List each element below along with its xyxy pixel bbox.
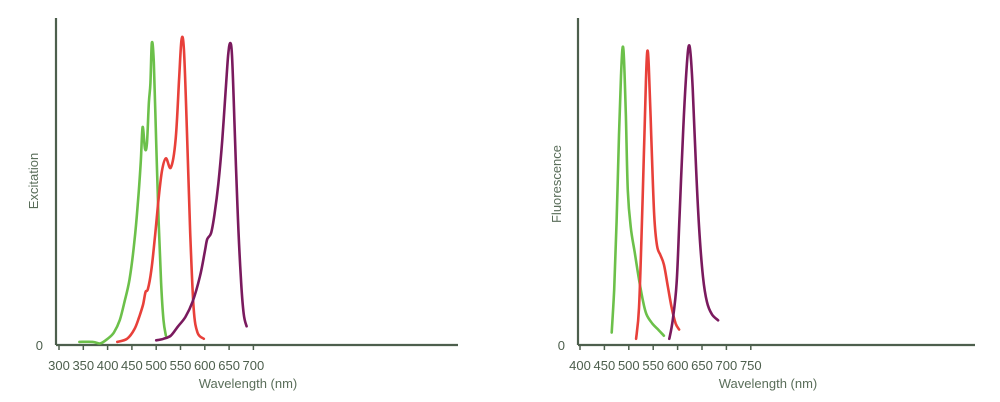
fluorescence-x-tick-label-750: 750 [740, 358, 762, 373]
excitation-x-tick-label-700: 700 [243, 358, 265, 373]
excitation-x-tick-label-500: 500 [145, 358, 167, 373]
excitation-x-tick-label-550: 550 [170, 358, 192, 373]
excitation-x-tick-label-650: 650 [218, 358, 240, 373]
excitation-x-tick-label-600: 600 [194, 358, 216, 373]
fluorescence-series-group [610, 44, 720, 341]
excitation-x-tick-label-350: 350 [72, 358, 94, 373]
fluorescence-x-axis-label: Wavelength (nm) [719, 376, 818, 391]
fluorescence-x-tick-label-400: 400 [569, 358, 591, 373]
fluorescence-x-tick-label-650: 650 [691, 358, 713, 373]
excitation-series-line-3 [154, 41, 248, 342]
fluorescence-x-tick-label-550: 550 [642, 358, 664, 373]
excitation-x-tick-label-300: 300 [48, 358, 70, 373]
fluorescence-x-ticks: 400 450 500 550 600 650 700 750 [569, 345, 762, 373]
fluorescence-x-tick-label-600: 600 [667, 358, 689, 373]
excitation-x-ticks: 300 350 400 450 500 550 600 650 700 [48, 345, 264, 373]
fluorescence-x-tick-label-700: 700 [716, 358, 738, 373]
fluorescence-y-axis-label: Fluorescence [549, 145, 564, 223]
excitation-x-tick-label-450: 450 [121, 358, 143, 373]
excitation-series-line-2 [116, 35, 206, 344]
fluorescence-series-line-1 [610, 45, 666, 337]
fluorescence-series-line-3 [668, 44, 720, 341]
excitation-y-zero-label: 0 [36, 338, 43, 353]
fluorescence-x-tick-label-500: 500 [618, 358, 640, 373]
excitation-chart: 0 Excitation Wavelength (nm) 300 350 400 45… [26, 18, 458, 391]
excitation-series-line-1 [78, 40, 168, 345]
excitation-x-tick-label-400: 400 [97, 358, 119, 373]
fluorescence-x-tick-label-450: 450 [594, 358, 616, 373]
excitation-x-axis-label: Wavelength (nm) [199, 376, 298, 391]
fluorescence-chart: 0 Fluorescence Wavelength (nm) 400 450 500… [549, 18, 975, 391]
fluorescence-y-zero-label: 0 [558, 338, 565, 353]
excitation-y-axis-label: Excitation [26, 153, 41, 209]
fluorescence-series-line-2 [634, 49, 681, 341]
excitation-series-group [78, 35, 248, 345]
